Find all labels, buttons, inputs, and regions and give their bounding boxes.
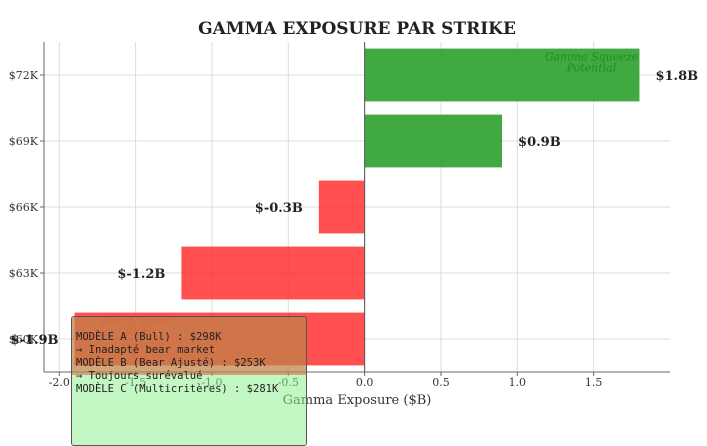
x-axis-label: Gamma Exposure ($B) [283, 393, 432, 408]
model-comparison-box: MODÈLE A (Bull) : $298K → Inadapté bear … [71, 316, 307, 446]
x-tick-label: -2.0 [49, 376, 70, 389]
y-tick-label: $60K [9, 333, 39, 346]
model-a-background [72, 317, 306, 375]
data-label: $-1.9B [10, 333, 58, 348]
bar-69K [364, 114, 503, 168]
y-tick-label: $69K [9, 135, 39, 148]
model-line-6: MODÈLE C (Multicritères) : $281K [76, 383, 279, 395]
data-label: $-1.2B [117, 267, 165, 282]
model-line-1: → Inadapté bear market [76, 344, 216, 356]
bar-63K [181, 246, 365, 300]
x-tick-label: 1.0 [509, 376, 527, 389]
model-line-4: → Toujours surévalué [76, 370, 203, 382]
x-tick-label: 1.5 [585, 376, 603, 389]
annotation-text: Gamma Squeeze [545, 51, 639, 64]
data-label: $0.9B [518, 135, 561, 150]
y-tick-label: $63K [9, 267, 39, 280]
bar-72K [364, 48, 640, 102]
data-label: $-0.3B [255, 201, 303, 216]
x-tick-label: 0.0 [356, 376, 374, 389]
y-tick-label: $72K [9, 69, 39, 82]
bar-66K [318, 180, 365, 234]
model-line-0: MODÈLE A (Bull) : $298K [76, 331, 222, 343]
y-tick-label: $66K [9, 201, 39, 214]
chart-title: GAMMA EXPOSURE PAR STRIKE [198, 19, 516, 39]
x-tick-label: 0.5 [432, 376, 450, 389]
model-line-3: MODÈLE B (Bear Ajusté) : $253K [76, 357, 266, 369]
data-label: $1.8B [655, 69, 698, 84]
annotation-text: Potential [566, 62, 617, 75]
